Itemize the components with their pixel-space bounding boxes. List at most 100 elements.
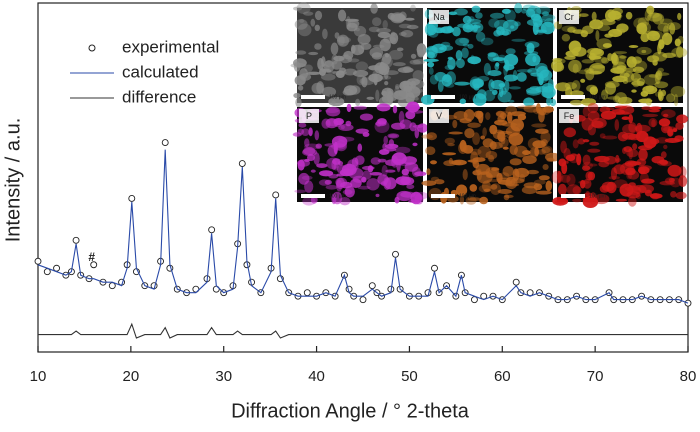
map-texture	[527, 68, 539, 75]
map-texture	[376, 103, 391, 112]
map-texture	[361, 76, 368, 88]
map-texture	[371, 52, 383, 60]
map-texture	[587, 102, 599, 114]
map-texture	[587, 110, 600, 122]
map-texture	[332, 191, 343, 205]
map-texture	[498, 83, 505, 88]
map-texture	[457, 23, 470, 28]
map-texture	[325, 106, 341, 117]
map-texture	[414, 96, 419, 101]
map-texture	[454, 160, 462, 165]
map-texture	[611, 13, 623, 19]
element-tag-box	[429, 10, 449, 24]
map-texture	[645, 85, 655, 93]
map-texture	[475, 12, 483, 19]
map-texture	[504, 80, 510, 92]
map-texture	[582, 106, 590, 117]
map-texture	[628, 196, 637, 207]
map-texture	[441, 74, 453, 87]
map-texture	[338, 9, 347, 22]
map-texture	[387, 12, 396, 20]
map-texture	[425, 146, 436, 155]
map-texture	[658, 91, 664, 102]
map-texture	[297, 128, 305, 135]
x-tick-label: 20	[123, 368, 140, 385]
map-texture	[326, 157, 341, 170]
map-texture	[492, 57, 506, 62]
map-texture	[591, 11, 597, 21]
map-texture	[370, 3, 378, 14]
map-texture	[294, 19, 308, 30]
x-tick-label: 70	[587, 368, 604, 385]
map-texture	[398, 23, 412, 29]
map-texture	[585, 68, 595, 81]
map-texture	[384, 70, 399, 76]
map-texture	[308, 51, 319, 56]
map-texture	[321, 118, 331, 129]
map-texture	[553, 58, 566, 64]
map-texture	[522, 4, 536, 12]
map-texture	[636, 22, 648, 35]
map-texture	[388, 139, 395, 147]
map-texture	[615, 16, 622, 21]
map-texture	[565, 50, 579, 57]
map-texture	[393, 159, 405, 164]
map-texture	[479, 196, 489, 205]
map-texture	[405, 92, 415, 104]
map-texture	[605, 9, 617, 22]
map-texture	[661, 109, 676, 119]
map-texture	[526, 169, 539, 175]
data-point	[161, 139, 169, 147]
map-texture	[386, 90, 394, 104]
map-texture	[412, 142, 418, 147]
map-texture	[306, 71, 321, 76]
map-texture	[511, 38, 526, 42]
map-texture	[434, 179, 445, 185]
map-texture	[542, 11, 549, 16]
map-texture	[322, 28, 328, 40]
legend-marker	[88, 44, 96, 52]
map-texture	[678, 175, 688, 187]
map-texture	[410, 110, 424, 114]
map-texture	[516, 72, 527, 82]
series-line	[38, 322, 688, 339]
map-texture	[313, 152, 320, 165]
map-texture	[472, 132, 480, 146]
map-texture	[510, 25, 515, 29]
map-texture	[421, 180, 437, 186]
map-texture	[641, 106, 652, 111]
map-texture	[664, 138, 681, 143]
map-texture	[560, 140, 567, 154]
map-texture	[654, 91, 663, 97]
map-texture	[504, 59, 510, 72]
map-texture	[453, 111, 468, 121]
x-axis-label: Diffraction Angle / ° 2-theta	[231, 400, 470, 422]
map-texture	[676, 46, 684, 58]
map-texture	[375, 89, 380, 102]
map-texture	[482, 138, 494, 148]
map-texture	[546, 96, 552, 106]
map-texture	[582, 25, 594, 35]
map-texture	[623, 71, 635, 83]
map-texture	[633, 17, 647, 29]
map-texture	[660, 160, 672, 167]
map-texture	[310, 169, 316, 173]
map-texture	[304, 64, 313, 73]
legend-label: difference	[122, 87, 196, 106]
map-texture	[343, 85, 358, 96]
map-texture	[473, 83, 480, 91]
map-texture	[636, 77, 645, 87]
map-texture	[379, 61, 385, 75]
x-tick-label: 10	[30, 368, 47, 385]
map-texture	[595, 29, 600, 42]
map-texture	[319, 68, 326, 76]
element-tag-box	[559, 109, 579, 123]
map-texture	[330, 42, 339, 55]
map-texture	[454, 8, 468, 16]
map-texture	[616, 65, 627, 70]
map-texture	[628, 114, 633, 124]
data-point	[208, 226, 216, 234]
map-texture	[604, 33, 614, 38]
map-texture	[454, 81, 470, 86]
map-texture	[507, 111, 513, 124]
